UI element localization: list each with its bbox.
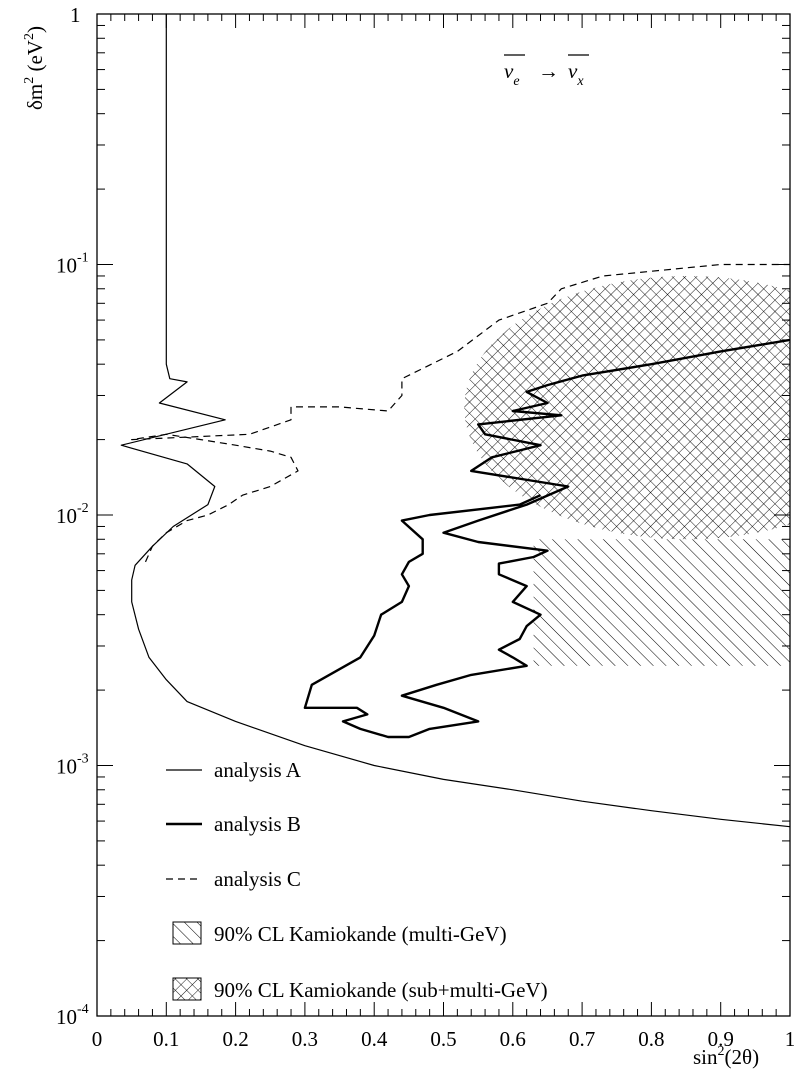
x-tick-label: 0.4 — [361, 1027, 388, 1051]
y-tick-label: 1 — [70, 3, 81, 27]
legend-swatch-crosshatch — [173, 978, 201, 1000]
legend-label-analysis-c: analysis C — [214, 867, 301, 891]
x-tick-label: 0.5 — [430, 1027, 456, 1051]
x-tick-label: 0.6 — [500, 1027, 526, 1051]
legend-swatch-hatch — [173, 922, 201, 944]
nu-left-sub: e — [513, 74, 519, 89]
nu-right-sub: x — [576, 74, 584, 89]
legend-label-multi-gev: 90% CL Kamiokande (multi-GeV) — [214, 922, 507, 946]
x-tick-label: 0.7 — [569, 1027, 595, 1051]
arrow: → — [538, 59, 559, 83]
x-axis-label: sin2(2θ) — [693, 1044, 759, 1069]
legend-label-analysis-b: analysis B — [214, 812, 301, 836]
legend-label-analysis-a: analysis A — [214, 758, 302, 782]
x-tick-label: 1 — [785, 1027, 794, 1051]
x-tick-label: 0.8 — [638, 1027, 664, 1051]
x-tick-label: 0 — [92, 1027, 103, 1051]
legend-label-sub-multi-gev: 90% CL Kamiokande (sub+multi-GeV) — [214, 978, 548, 1002]
x-tick-label: 0.3 — [292, 1027, 318, 1051]
region-multi-gev — [534, 539, 790, 666]
x-tick-label: 0.2 — [222, 1027, 248, 1051]
x-tick-label: 0.1 — [153, 1027, 179, 1051]
